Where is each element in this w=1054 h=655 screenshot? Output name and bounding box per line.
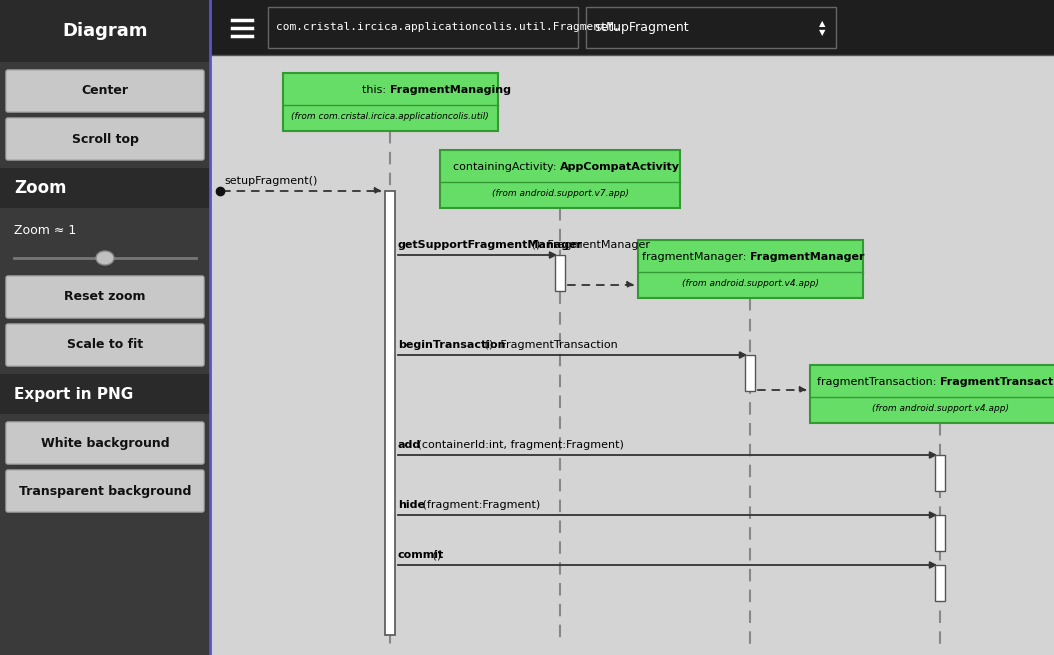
FancyBboxPatch shape	[6, 470, 204, 512]
Bar	[0, 0, 210, 62]
Text: commit: commit	[398, 550, 444, 560]
Text: (from android.support.v7.app): (from android.support.v7.app)	[491, 189, 628, 198]
Bar	[586, 7, 836, 48]
Bar	[745, 355, 755, 391]
Text: Transparent background: Transparent background	[19, 485, 191, 498]
Bar	[268, 7, 578, 48]
Bar	[935, 455, 945, 491]
Text: FragmentManager: FragmentManager	[750, 252, 864, 263]
FancyBboxPatch shape	[6, 324, 204, 366]
Text: Zoom: Zoom	[14, 179, 66, 197]
Text: com.cristal.ircica.applicationcolis.util.FragmentM…: com.cristal.ircica.applicationcolis.util…	[276, 22, 620, 33]
Text: FragmentTransaction: FragmentTransaction	[940, 377, 1054, 387]
FancyBboxPatch shape	[6, 118, 204, 160]
Text: fragmentTransaction:: fragmentTransaction:	[817, 377, 940, 387]
Text: Center: Center	[81, 84, 129, 98]
Text: getSupportFragmentManager: getSupportFragmentManager	[398, 240, 583, 250]
Text: Export in PNG: Export in PNG	[14, 386, 133, 402]
Text: Scroll top: Scroll top	[72, 132, 138, 145]
Bar	[0, 374, 210, 414]
Text: AppCompatActivity: AppCompatActivity	[560, 162, 680, 172]
Bar	[811, 365, 1054, 423]
Text: (): FragmentTransaction: (): FragmentTransaction	[482, 340, 618, 350]
Text: fragmentManager:: fragmentManager:	[642, 252, 750, 263]
Text: (from android.support.v4.app): (from android.support.v4.app)	[682, 279, 819, 288]
Bar	[935, 565, 945, 601]
Text: (): FragmentManager: (): FragmentManager	[528, 240, 650, 250]
Text: containingActivity:: containingActivity:	[453, 162, 560, 172]
FancyBboxPatch shape	[6, 70, 204, 112]
Ellipse shape	[96, 251, 114, 265]
Bar	[935, 515, 945, 551]
Bar	[282, 73, 497, 131]
Text: ▲: ▲	[819, 19, 825, 28]
Text: beginTransaction: beginTransaction	[398, 340, 506, 350]
Text: hide: hide	[398, 500, 425, 510]
Text: (fragment:Fragment): (fragment:Fragment)	[418, 500, 540, 510]
Text: (): ()	[429, 550, 442, 560]
Text: (from com.cristal.ircica.applicationcolis.util): (from com.cristal.ircica.applicationcoli…	[291, 112, 489, 121]
Text: setupFragment(): setupFragment()	[225, 176, 317, 186]
Bar	[385, 191, 395, 635]
Text: White background: White background	[41, 436, 170, 449]
Text: Reset zoom: Reset zoom	[64, 291, 145, 303]
Text: setupFragment: setupFragment	[594, 21, 688, 34]
Bar	[638, 240, 862, 298]
Text: (from android.support.v4.app): (from android.support.v4.app)	[872, 404, 1009, 413]
FancyBboxPatch shape	[6, 276, 204, 318]
Text: FragmentManaging: FragmentManaging	[390, 85, 511, 96]
Bar	[555, 255, 565, 291]
Text: add: add	[398, 440, 422, 450]
Text: this:: this:	[363, 85, 390, 96]
Text: Scale to fit: Scale to fit	[67, 339, 143, 352]
Bar	[0, 0, 210, 655]
Bar	[210, 55, 1054, 655]
Text: Diagram: Diagram	[62, 22, 148, 40]
Text: (containerId:int, fragment:Fragment): (containerId:int, fragment:Fragment)	[413, 440, 624, 450]
Bar	[0, 168, 210, 208]
Text: ▼: ▼	[819, 28, 825, 37]
FancyBboxPatch shape	[6, 422, 204, 464]
Text: Zoom ≈ 1: Zoom ≈ 1	[14, 223, 76, 236]
Bar	[210, 0, 1054, 55]
Bar	[440, 150, 680, 208]
